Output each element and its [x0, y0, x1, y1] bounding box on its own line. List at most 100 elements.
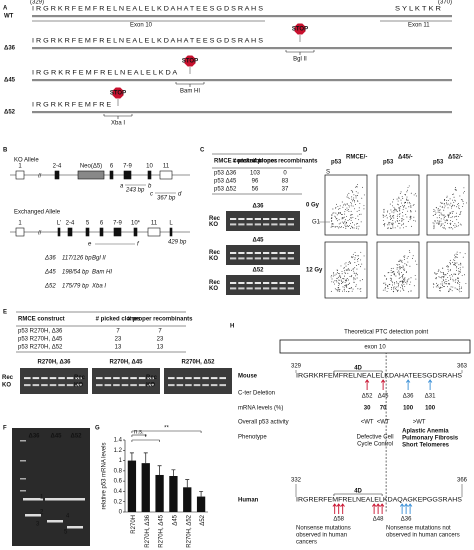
flow-dot: [460, 287, 462, 289]
flow-dot: [404, 286, 406, 287]
flow-dot: [340, 276, 342, 278]
flow-dot: [345, 262, 347, 264]
amplicon-size: 367 bp: [157, 196, 176, 202]
flow-dot: [396, 282, 398, 284]
flow-dot: [382, 219, 384, 221]
flow-dot: [389, 215, 391, 217]
flow-dot: [456, 262, 458, 264]
flow-dot: [398, 206, 400, 208]
flow-dot: [360, 221, 362, 223]
flow-dot: [354, 257, 356, 259]
flow-dot: [400, 267, 402, 268]
flow-dot: [456, 269, 457, 271]
flow-dot: [401, 276, 403, 278]
exon: [113, 227, 122, 237]
y-tick-label: 0.2: [114, 499, 123, 505]
flow-dot: [387, 210, 389, 212]
flow-dot: [355, 275, 357, 277]
stop-text: STOP: [292, 27, 308, 33]
flow-dot: [348, 288, 350, 289]
flow-dot: [334, 274, 336, 276]
gel-band: [49, 384, 57, 387]
flow-cloud: [330, 251, 366, 293]
flow-dot: [402, 274, 404, 275]
table-cell: 23: [115, 337, 122, 343]
flow-dot: [352, 227, 354, 229]
flow-dot: [353, 224, 355, 226]
flow-dot: [461, 275, 463, 277]
flow-dot: [401, 219, 403, 221]
flow-dot: [348, 226, 349, 227]
flow-dot: [455, 267, 457, 269]
flow-dot: [383, 211, 385, 213]
flow-dot: [361, 279, 363, 281]
flow-dot: [353, 278, 355, 280]
y-tick-label: 1: [119, 458, 123, 464]
flow-dot: [437, 286, 439, 288]
arrow: [379, 503, 385, 514]
deletion-label: Δ52: [362, 394, 373, 400]
flow-dot: [344, 281, 346, 283]
flow-dot: [353, 277, 355, 279]
flow-dot: [434, 221, 436, 223]
flow-dot: [457, 279, 459, 281]
flow-dot: [343, 289, 345, 290]
flow-dot: [341, 217, 343, 218]
flow-dot: [355, 191, 357, 193]
flow-dot: [347, 220, 349, 222]
flow-dot: [443, 209, 445, 211]
gel-side-label: KO: [209, 286, 218, 292]
flow-dot: [344, 224, 346, 226]
flow-dot: [452, 228, 454, 230]
flow-dot: [405, 226, 407, 227]
flow-dot: [398, 274, 400, 276]
flow-dot: [393, 206, 395, 208]
flow-dot: [390, 275, 392, 276]
phenotype: Cycle Control: [357, 442, 393, 448]
flow-dot: [337, 270, 339, 272]
error-bar: [199, 491, 204, 497]
flow-dot: [440, 220, 442, 222]
flow-dot: [402, 288, 404, 290]
flow-dot: [393, 273, 395, 275]
flow-dot: [341, 221, 343, 223]
flow-dot: [352, 288, 354, 290]
y-tick-label: 0: [119, 510, 123, 516]
gel-band: [263, 252, 270, 254]
flow-dot: [357, 195, 359, 196]
exon: [99, 227, 104, 237]
flow-dot: [354, 258, 356, 260]
panel-letter: B: [3, 148, 8, 154]
gel-side-label: KO: [74, 383, 83, 389]
flow-dot: [350, 269, 352, 271]
flow-dot: [333, 225, 335, 227]
flow-dot: [435, 286, 437, 288]
flow-dot: [416, 263, 418, 265]
deletion-label: Δ36: [403, 394, 414, 400]
flow-dot: [407, 261, 409, 263]
table-header: # proper recombinants: [127, 317, 193, 323]
flow-dot: [403, 283, 405, 285]
flow-dot: [445, 202, 447, 204]
gel-band: [230, 257, 237, 260]
gel-band: [41, 384, 48, 387]
flow-cloud: [382, 250, 418, 293]
activity: >WT: [413, 420, 426, 426]
flow-dot: [337, 276, 339, 278]
flow-dot: [443, 214, 445, 216]
flow-dot: [406, 280, 408, 282]
phenotype: Short Telomeres: [402, 443, 450, 449]
flow-dot: [353, 272, 355, 274]
flow-dot: [351, 190, 353, 192]
gel-band: [238, 287, 245, 290]
table-cell: 13: [157, 345, 164, 351]
flow-dot: [453, 225, 455, 226]
significance: n.s.: [134, 430, 144, 436]
flow-dot: [350, 276, 352, 278]
flow-dot: [443, 276, 445, 278]
flow-dot: [409, 284, 411, 285]
flow-dot: [433, 226, 435, 228]
flow-dot: [386, 278, 388, 280]
flow-dot: [403, 279, 405, 281]
flow-dot: [451, 274, 453, 276]
